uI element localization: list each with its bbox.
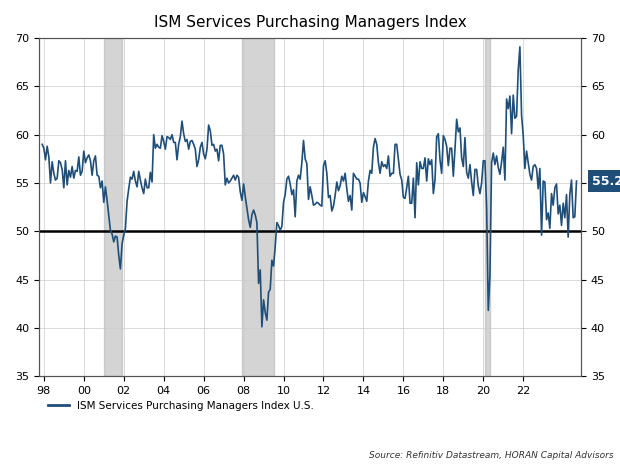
Title: ISM Services Purchasing Managers Index: ISM Services Purchasing Managers Index <box>154 15 466 30</box>
Bar <box>485 38 490 376</box>
Text: 55.2: 55.2 <box>592 174 620 187</box>
Bar <box>242 38 273 376</box>
Text: Source: Refinitiv Datastream, HORAN Capital Advisors: Source: Refinitiv Datastream, HORAN Capi… <box>369 452 614 460</box>
Legend: ISM Services Purchasing Managers Index U.S.: ISM Services Purchasing Managers Index U… <box>44 397 319 415</box>
Bar <box>104 38 122 376</box>
